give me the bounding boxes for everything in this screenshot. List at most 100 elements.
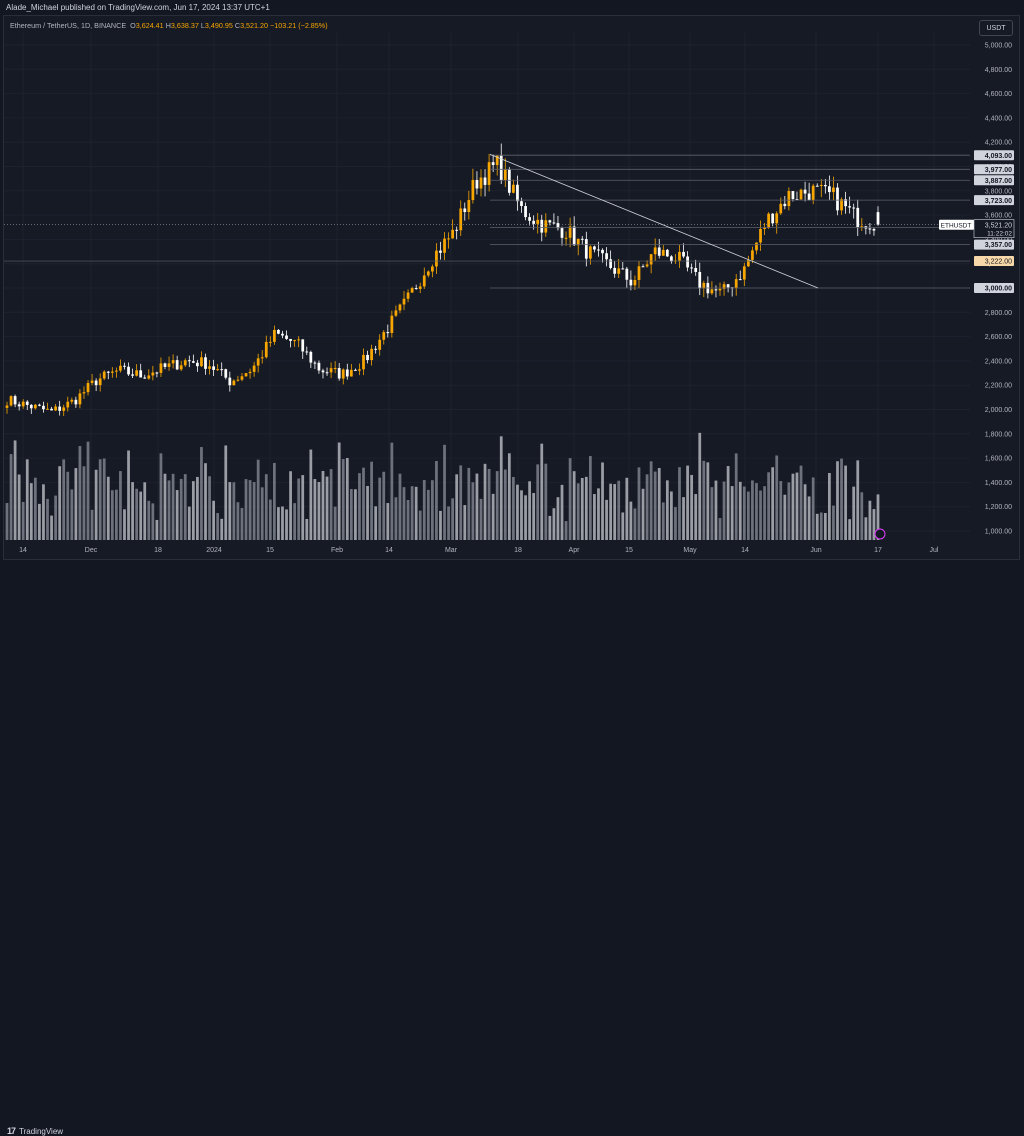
- candle-body: [143, 377, 147, 379]
- volume-bar: [410, 486, 414, 540]
- candle-body: [386, 332, 390, 334]
- candle-body: [42, 405, 45, 410]
- volume-bar: [645, 474, 649, 540]
- volume-bar: [321, 470, 325, 540]
- candle-body: [402, 298, 406, 305]
- volume-bar: [860, 492, 864, 540]
- volume-bar: [763, 486, 766, 540]
- symbol-tag: [939, 219, 974, 230]
- candle-body: [171, 360, 175, 364]
- current-price-tag: [973, 219, 1015, 238]
- tradingview-logo[interactable]: 17 TradingView: [7, 1126, 63, 1136]
- volume-bar: [601, 462, 604, 540]
- candle-body: [341, 369, 345, 379]
- candle-body: [552, 222, 556, 224]
- close-label: C: [234, 21, 241, 30]
- candle-body: [548, 220, 552, 223]
- tradingview-logo-icon: 17: [7, 1126, 16, 1136]
- candle-body: [366, 354, 369, 361]
- volume-bar: [439, 510, 442, 540]
- volume-bar: [572, 471, 576, 540]
- candle-body: [471, 179, 475, 201]
- candle-body: [191, 361, 195, 363]
- y-tick-label: 1,000.00: [985, 529, 1012, 536]
- candle-body: [70, 399, 74, 402]
- candle-body: [483, 177, 487, 185]
- candle-body: [370, 348, 373, 361]
- candle-body: [503, 169, 507, 181]
- candle-body: [216, 369, 220, 371]
- volume-bar: [759, 490, 762, 540]
- volume-bar: [17, 474, 21, 540]
- volume-bar: [66, 471, 70, 540]
- volume-bar: [268, 499, 272, 540]
- volume-bar: [127, 450, 130, 540]
- volume-bar: [305, 518, 309, 540]
- x-tick-label: 2024: [206, 547, 222, 554]
- candle-body: [710, 289, 714, 294]
- candle-body: [25, 401, 29, 405]
- volume-bar: [483, 463, 487, 540]
- volume-bar: [309, 449, 313, 540]
- candle-body: [435, 250, 438, 267]
- volume-bar: [74, 468, 78, 540]
- candle-body: [66, 401, 70, 408]
- candle-body: [848, 206, 852, 208]
- volume-bar: [216, 513, 220, 540]
- volume-bar: [191, 481, 195, 540]
- x-tick-label: 17: [874, 547, 882, 554]
- volume-bar: [597, 488, 600, 540]
- volume-bar: [232, 482, 236, 540]
- candle-body: [588, 246, 592, 259]
- volume-bar: [710, 487, 714, 540]
- volume-bar: [281, 506, 284, 540]
- volume-bar: [179, 478, 183, 540]
- x-tick-label: 15: [266, 547, 274, 554]
- candle-body: [260, 357, 264, 359]
- volume-bar: [159, 453, 163, 540]
- volume-bar: [94, 469, 98, 540]
- candle-body: [281, 333, 284, 336]
- candle-body: [828, 186, 831, 193]
- y-tick-label: 1,600.00: [985, 456, 1012, 463]
- candle-body: [337, 368, 341, 379]
- volume-bar: [512, 476, 515, 540]
- candle-body: [649, 254, 653, 265]
- candle-body: [451, 229, 455, 239]
- volume-bar: [678, 467, 681, 540]
- currency-button[interactable]: USDT: [979, 20, 1013, 36]
- volume-bar: [422, 480, 426, 540]
- candle-body: [771, 213, 775, 224]
- volume-bar: [520, 490, 523, 540]
- candle-body: [601, 249, 604, 254]
- candle-body: [390, 315, 394, 333]
- candle-body: [204, 357, 207, 369]
- volume-bar: [799, 465, 803, 540]
- candle-body: [58, 406, 62, 411]
- candle-body: [455, 229, 459, 231]
- volume-bar: [524, 495, 527, 540]
- candle-body: [378, 339, 382, 350]
- candle-body: [398, 304, 402, 311]
- candle-body: [702, 282, 706, 289]
- candle-body: [131, 374, 134, 376]
- highlight-price-label: 3,222.00: [985, 259, 1012, 266]
- candle-body: [532, 220, 536, 224]
- candle-body: [50, 408, 53, 411]
- volume-bar: [38, 503, 41, 540]
- candle-body: [799, 189, 803, 200]
- candle-body: [767, 213, 770, 228]
- candle-body: [325, 372, 329, 374]
- candle-body: [507, 169, 511, 193]
- price-chart[interactable]: 1,000.00 1,200.00 1,400.00 1,600.00 1,800.00…: [0, 0, 1024, 581]
- level-price-tag: [974, 164, 1014, 175]
- candle-body: [256, 358, 260, 366]
- volume-bar: [791, 473, 795, 540]
- candle-body: [852, 207, 856, 209]
- volume-bar: [787, 482, 791, 540]
- level-price-label: 4,093.00: [985, 153, 1012, 160]
- volume-bar: [135, 488, 139, 540]
- trendline: [489, 153, 819, 289]
- volume-bar: [451, 498, 455, 540]
- volume-bar: [341, 459, 345, 540]
